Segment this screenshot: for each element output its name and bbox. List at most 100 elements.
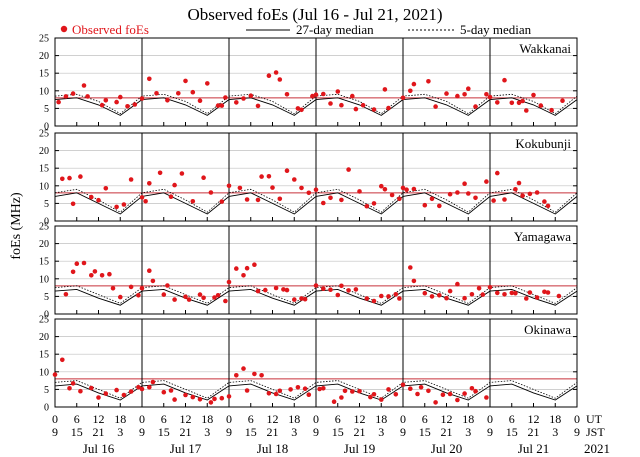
observed-point <box>259 174 264 179</box>
jst-tick-label: 21 <box>528 425 540 439</box>
observed-point <box>139 195 145 200</box>
observed-point <box>502 77 507 83</box>
observed-point <box>350 93 355 99</box>
observed-point <box>121 392 127 398</box>
observed-point <box>252 371 257 377</box>
observed-point <box>455 93 460 99</box>
y-tick-label: 0 <box>44 310 49 321</box>
jst-tick-label: 15 <box>419 425 431 439</box>
observed-point <box>415 391 420 397</box>
ut-tick-label: 0 <box>139 412 145 426</box>
jst-tick-label: 15 <box>506 425 518 439</box>
legend: Observed foEs 27-day median 5-day median <box>60 22 532 37</box>
observed-point <box>248 93 254 98</box>
day-label: Jul 20 <box>431 441 462 456</box>
jst-tick-label: 21 <box>267 425 279 439</box>
y-tick-label: 25 <box>39 129 49 140</box>
observed-point <box>306 190 312 196</box>
observed-point <box>447 391 453 397</box>
station-label-wakkanai: Wakkanai <box>519 41 571 56</box>
y-axis-label: foEs (MHz) <box>9 192 24 260</box>
panel-yamagawa: 0 5 10 15 20 25 Yamagawa <box>39 222 578 321</box>
y-tick-label: 20 <box>39 146 49 157</box>
observed-point <box>473 104 478 109</box>
observed-point <box>556 293 562 299</box>
observed-point <box>444 295 449 301</box>
y-tick-label: 5 <box>44 104 49 115</box>
observed-point <box>440 392 446 398</box>
observed-point <box>277 388 283 394</box>
legend-median27-label: 27-day median <box>296 22 374 37</box>
observed-point <box>63 94 69 99</box>
observed-point <box>197 292 203 297</box>
y-tick-label: 20 <box>39 239 49 250</box>
y-tick-label: 0 <box>44 403 49 414</box>
observed-point <box>226 394 232 399</box>
observed-point <box>426 388 431 394</box>
observed-point <box>179 171 185 176</box>
jst-tick-label: 15 <box>71 425 83 439</box>
jst-tick-label: 15 <box>332 425 344 439</box>
station-panels: 0 5 10 15 20 25 Wakkanai 0 5 10 15 20 25 Kokubunji 0 5 1… <box>39 34 578 414</box>
observed-point <box>165 98 170 103</box>
observed-point <box>313 92 319 97</box>
ut-tick-label: 18 <box>549 412 561 426</box>
jst-tick-label: 3 <box>465 425 471 439</box>
day-label: Jul 21 <box>518 441 549 456</box>
observed-point <box>408 265 413 270</box>
observed-point <box>89 273 94 278</box>
day-label: Jul 16 <box>83 441 115 456</box>
observed-point <box>244 197 250 202</box>
jst-tick-label: 3 <box>117 425 123 439</box>
observed-point <box>125 104 130 109</box>
observed-point <box>509 100 515 106</box>
observed-point <box>63 292 69 297</box>
observed-point <box>255 197 261 203</box>
observed-point <box>502 292 507 297</box>
observed-point <box>295 385 301 390</box>
observed-point <box>531 92 536 98</box>
observed-point <box>96 197 101 203</box>
observed-point <box>542 199 547 204</box>
observed-point <box>321 200 326 206</box>
observed-point <box>476 286 482 291</box>
observed-point <box>371 392 377 397</box>
observed-point <box>190 199 196 204</box>
observed-point <box>70 91 76 96</box>
observed-point <box>67 175 72 181</box>
ut-tick-label: 12 <box>528 412 540 426</box>
y-tick-label: 0 <box>44 217 49 228</box>
observed-point <box>85 94 90 99</box>
day-label: Jul 19 <box>344 441 375 456</box>
ut-tick-label: 18 <box>114 412 126 426</box>
ut-tick-label: 6 <box>248 412 254 426</box>
y-tick-label: 5 <box>44 199 49 210</box>
observed-point <box>78 388 83 394</box>
observed-point <box>89 385 94 391</box>
day-label: Jul 18 <box>257 441 288 456</box>
day-label: Jul 17 <box>170 441 202 456</box>
y-tick-label: 10 <box>39 86 49 97</box>
ut-tick-label: 6 <box>335 412 341 426</box>
observed-point <box>335 89 341 94</box>
observed-point <box>371 298 377 304</box>
ut-tick-label: 0 <box>313 412 319 426</box>
observed-point <box>219 103 225 108</box>
observed-point <box>172 397 177 402</box>
observed-point <box>139 96 145 101</box>
observed-point <box>241 96 246 101</box>
observed-point <box>277 77 283 82</box>
observed-point <box>400 95 406 101</box>
observed-point <box>353 106 359 112</box>
observed-point <box>310 93 315 99</box>
observed-point <box>114 204 119 210</box>
observed-point <box>281 287 286 292</box>
observed-point <box>495 170 500 176</box>
observed-point <box>538 103 544 108</box>
observed-point <box>74 261 80 267</box>
jst-tick-label: 15 <box>245 425 257 439</box>
jst-tick-label: 9 <box>487 425 493 439</box>
observed-point <box>292 297 297 302</box>
observed-point <box>473 195 478 201</box>
